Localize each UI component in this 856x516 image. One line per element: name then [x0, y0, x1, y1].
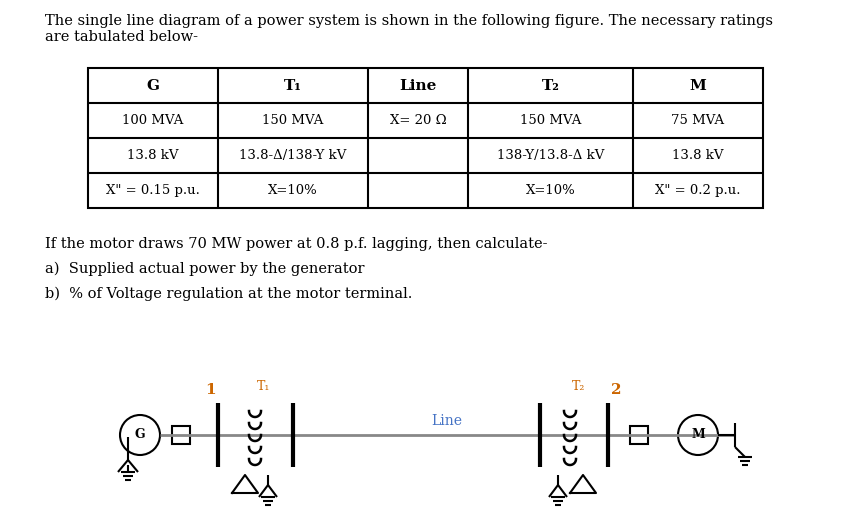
- Text: 2: 2: [611, 383, 621, 397]
- Text: G: G: [134, 428, 146, 442]
- Text: T₂: T₂: [542, 78, 560, 92]
- Text: 150 MVA: 150 MVA: [262, 114, 324, 127]
- Text: X" = 0.15 p.u.: X" = 0.15 p.u.: [106, 184, 200, 197]
- Text: b)  % of Voltage regulation at the motor terminal.: b) % of Voltage regulation at the motor …: [45, 287, 413, 301]
- Text: T₂: T₂: [572, 380, 586, 393]
- Text: Line: Line: [399, 78, 437, 92]
- Text: 13.8-Δ/138-Y kV: 13.8-Δ/138-Y kV: [240, 149, 347, 162]
- Text: M: M: [690, 78, 706, 92]
- Text: 13.8 kV: 13.8 kV: [672, 149, 724, 162]
- Circle shape: [678, 415, 718, 455]
- Text: 13.8 kV: 13.8 kV: [128, 149, 179, 162]
- Text: Line: Line: [431, 414, 462, 428]
- Text: X= 20 Ω: X= 20 Ω: [389, 114, 446, 127]
- Text: are tabulated below-: are tabulated below-: [45, 30, 198, 44]
- Text: If the motor draws 70 MW power at 0.8 p.f. lagging, then calculate-: If the motor draws 70 MW power at 0.8 p.…: [45, 237, 548, 251]
- Text: T₁: T₁: [284, 78, 302, 92]
- Bar: [172, 426, 190, 444]
- Text: 1: 1: [205, 383, 216, 397]
- Text: T₁: T₁: [257, 380, 270, 393]
- Bar: [630, 426, 648, 444]
- Text: 75 MVA: 75 MVA: [671, 114, 724, 127]
- Text: M: M: [691, 428, 704, 442]
- Text: The single line diagram of a power system is shown in the following figure. The : The single line diagram of a power syste…: [45, 14, 773, 28]
- Text: X=10%: X=10%: [526, 184, 575, 197]
- Circle shape: [120, 415, 160, 455]
- Text: a)  Supplied actual power by the generator: a) Supplied actual power by the generato…: [45, 262, 365, 277]
- Text: X" = 0.2 p.u.: X" = 0.2 p.u.: [655, 184, 740, 197]
- Bar: [88, 68, 763, 208]
- Text: 150 MVA: 150 MVA: [520, 114, 581, 127]
- Text: 100 MVA: 100 MVA: [122, 114, 184, 127]
- Text: G: G: [146, 78, 159, 92]
- Text: 138-Y/13.8-Δ kV: 138-Y/13.8-Δ kV: [496, 149, 604, 162]
- Text: X=10%: X=10%: [268, 184, 318, 197]
